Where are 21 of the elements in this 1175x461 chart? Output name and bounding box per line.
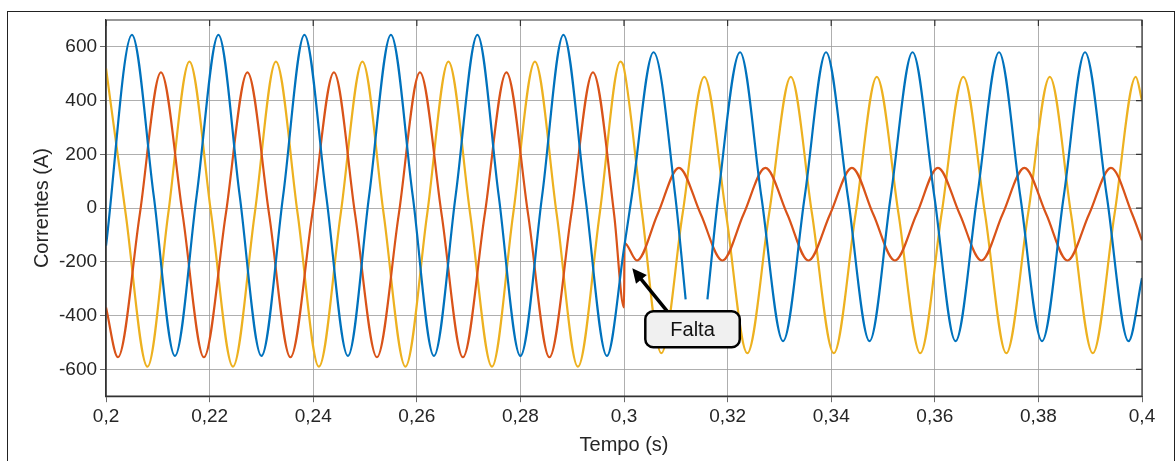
y-tick-label: 0 [86, 196, 98, 218]
x-tick-label: 0,3 [610, 404, 638, 426]
y-tick-label: 600 [65, 35, 98, 57]
x-tick-label: 0,38 [1019, 404, 1057, 426]
x-tick-label: 0,4 [1128, 404, 1156, 426]
y-tick-label: 400 [65, 88, 98, 110]
x-tick-label: 0,22 [191, 404, 229, 426]
y-tick-label: -600 [59, 357, 98, 379]
x-tick-label: 0,26 [398, 404, 436, 426]
x-tick-label: 0,28 [501, 404, 539, 426]
annotation: Falta [670, 317, 716, 340]
x-tick-label: 0,2 [92, 404, 120, 426]
y-tick-label: 200 [65, 142, 98, 164]
x-tick-label: 0,24 [294, 404, 333, 426]
y-tick-label: -400 [59, 303, 98, 325]
x-tick-label: 0,36 [916, 404, 954, 426]
y-tick-label: -200 [59, 250, 98, 272]
x-tick-label: 0,32 [709, 404, 747, 426]
y-axis-title: Correntes (A) [29, 148, 52, 269]
x-tick-label: 0,34 [812, 404, 851, 426]
x-axis-title: Tempo (s) [579, 432, 669, 455]
